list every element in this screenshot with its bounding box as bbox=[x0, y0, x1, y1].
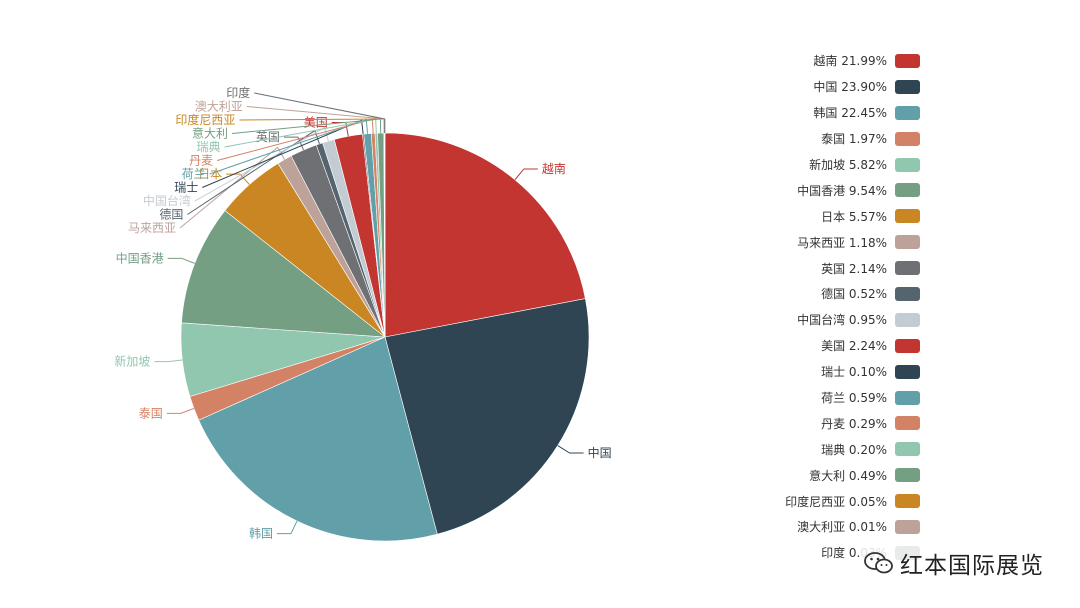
legend-item[interactable]: 越南 21.99% bbox=[700, 48, 920, 74]
label-line-0 bbox=[514, 168, 538, 181]
wechat-icon bbox=[864, 552, 893, 574]
legend-swatch bbox=[895, 235, 920, 250]
legend-label: 瑞典 0.20% bbox=[821, 442, 887, 457]
slice-label-4: 新加坡 bbox=[114, 354, 150, 369]
legend-label: 新加坡 5.82% bbox=[809, 158, 887, 172]
legend-swatch bbox=[895, 494, 920, 509]
label-line-3 bbox=[166, 407, 195, 414]
slice-label-5: 中国香港 bbox=[116, 250, 164, 265]
legend-swatch bbox=[895, 286, 920, 301]
slice-label-8: 英国 bbox=[256, 130, 280, 144]
legend-item[interactable]: 意大利 0.49% bbox=[700, 462, 920, 488]
legend-label: 马来西亚 1.18% bbox=[797, 235, 887, 250]
label-line-7 bbox=[179, 146, 285, 229]
legend-swatch bbox=[895, 519, 920, 534]
legend-swatch bbox=[895, 131, 920, 146]
legend-swatch bbox=[895, 157, 920, 172]
legend-item[interactable]: 英国 2.14% bbox=[700, 255, 920, 281]
legend-item[interactable]: 新加坡 5.82% bbox=[700, 152, 920, 178]
slice-label-17: 印度尼西亚 bbox=[175, 112, 235, 127]
legend-item[interactable]: 美国 2.24% bbox=[700, 333, 920, 359]
legend-swatch bbox=[895, 53, 920, 68]
legend-label: 中国香港 9.54% bbox=[797, 183, 887, 198]
slice-label-1: 中国 bbox=[588, 445, 612, 460]
legend-label: 英国 2.14% bbox=[821, 261, 887, 276]
legend-label: 泰国 1.97% bbox=[821, 132, 887, 147]
legend-item[interactable]: 中国台湾 0.95% bbox=[700, 307, 920, 333]
legend-item[interactable]: 丹麦 0.29% bbox=[700, 410, 920, 436]
legend-label: 日本 5.57% bbox=[821, 209, 887, 224]
legend-label: 丹麦 0.29% bbox=[821, 416, 887, 431]
slice-label-2: 韩国 bbox=[249, 526, 273, 541]
pie-slice-2 bbox=[198, 336, 438, 542]
legend-item[interactable]: 日本 5.57% bbox=[700, 203, 920, 229]
legend-swatch bbox=[895, 105, 920, 120]
legend-item[interactable]: 中国香港 9.54% bbox=[700, 177, 920, 203]
label-line-10 bbox=[194, 126, 329, 202]
label-line-6 bbox=[226, 173, 250, 185]
legend-item[interactable]: 马来西亚 1.18% bbox=[700, 229, 920, 255]
slice-label-16: 意大利 bbox=[192, 126, 228, 141]
legend-swatch bbox=[895, 261, 920, 276]
legend-swatch bbox=[895, 416, 920, 431]
legend-swatch bbox=[895, 390, 920, 405]
legend-swatch bbox=[895, 338, 920, 353]
pie-slice-5 bbox=[181, 210, 386, 338]
legend-item[interactable]: 泰国 1.97% bbox=[700, 126, 920, 152]
legend-swatch bbox=[895, 364, 920, 379]
slice-label-10: 中国台湾 bbox=[143, 193, 191, 208]
legend-swatch bbox=[895, 183, 920, 198]
legend-swatch bbox=[895, 442, 920, 457]
slice-label-19: 印度 bbox=[226, 85, 250, 100]
slice-label-12: 瑞士 bbox=[174, 181, 198, 195]
legend-label: 印度尼西亚 0.05% bbox=[785, 494, 887, 509]
legend-item[interactable]: 印度尼西亚 0.05% bbox=[700, 488, 920, 514]
legend-item[interactable]: 德国 0.52% bbox=[700, 281, 920, 307]
slice-label-0: 越南 bbox=[542, 161, 566, 176]
label-line-2 bbox=[276, 520, 298, 535]
legend-label: 越南 21.99% bbox=[813, 54, 887, 69]
slice-label-3: 泰国 bbox=[139, 406, 163, 420]
legend-label: 中国 23.90% bbox=[813, 80, 887, 95]
legend-swatch bbox=[895, 312, 920, 327]
legend-swatch bbox=[895, 209, 920, 224]
legend-item[interactable]: 瑞士 0.10% bbox=[700, 359, 920, 385]
legend-label: 韩国 22.45% bbox=[813, 106, 887, 121]
legend-label: 意大利 0.49% bbox=[809, 468, 887, 483]
slice-label-14: 丹麦 bbox=[189, 154, 213, 168]
legend-item[interactable]: 澳大利亚 0.01% bbox=[700, 514, 920, 540]
label-line-19 bbox=[254, 92, 386, 134]
label-line-13 bbox=[209, 119, 369, 175]
label-line-4 bbox=[154, 359, 183, 363]
legend-label: 荷兰 0.59% bbox=[821, 391, 887, 406]
label-line-8 bbox=[283, 136, 304, 151]
legend-swatch bbox=[895, 79, 920, 94]
watermark-text: 红本国际展览 bbox=[900, 553, 1044, 579]
legend-swatch bbox=[895, 468, 920, 483]
watermark: 红本国际展览 bbox=[860, 544, 1050, 582]
legend-item[interactable]: 韩国 22.45% bbox=[700, 100, 920, 126]
slice-label-7: 马来西亚 bbox=[128, 221, 176, 235]
label-line-12 bbox=[202, 119, 364, 188]
legend-label: 中国台湾 0.95% bbox=[797, 313, 887, 328]
slice-label-15: 瑞典 bbox=[197, 140, 221, 154]
legend-label: 澳大利亚 0.01% bbox=[797, 520, 887, 535]
slice-label-18: 澳大利亚 bbox=[195, 100, 243, 114]
legend-item[interactable]: 中国 23.90% bbox=[700, 74, 920, 100]
legend-label: 瑞士 0.10% bbox=[821, 365, 887, 380]
legend: 越南 21.99% 中国 23.90% 韩国 22.45% 泰国 1.97% 新加坡 5… bbox=[700, 48, 920, 566]
legend-item[interactable]: 瑞典 0.20% bbox=[700, 436, 920, 462]
slice-label-9: 德国 bbox=[159, 207, 183, 222]
legend-item[interactable]: 荷兰 0.59% bbox=[700, 385, 920, 411]
legend-label: 德国 0.52% bbox=[821, 287, 887, 302]
label-line-5 bbox=[167, 257, 195, 264]
legend-label: 美国 2.24% bbox=[821, 339, 887, 354]
label-line-1 bbox=[557, 445, 584, 454]
slice-label-13: 荷兰 bbox=[182, 167, 206, 181]
